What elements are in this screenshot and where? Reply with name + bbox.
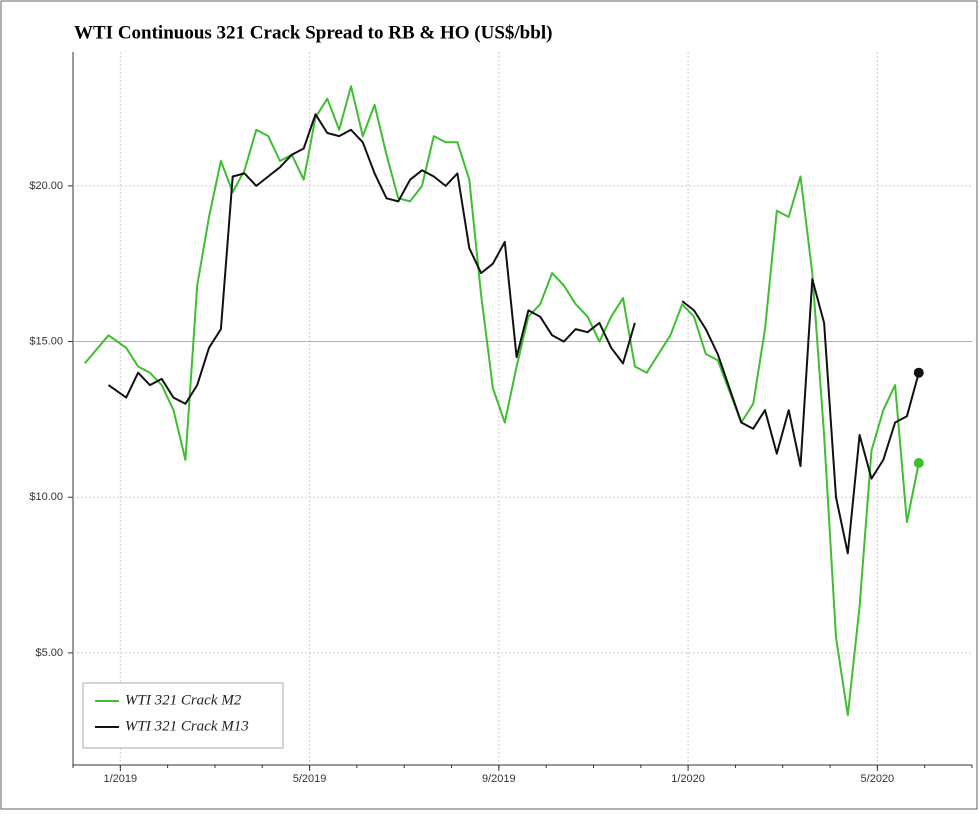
y-tick-label: $20.00 — [29, 180, 63, 192]
x-tick-label: 9/2019 — [482, 773, 516, 785]
line-series — [107, 113, 920, 555]
x-tick-label: 1/2019 — [103, 773, 137, 785]
x-tick-label: 1/2020 — [671, 773, 705, 785]
y-tick-label: $10.00 — [29, 491, 63, 503]
legend-label: WTI 321 Crack M13 — [125, 718, 249, 734]
x-tick-label: 5/2019 — [293, 773, 327, 785]
line-series — [84, 85, 920, 717]
end-marker — [913, 457, 924, 468]
legend-label: WTI 321 Crack M2 — [125, 692, 242, 708]
legend: WTI 321 Crack M2 WTI 321 Crack M13 — [82, 682, 284, 749]
y-tick-label: $5.00 — [35, 647, 63, 659]
legend-box — [82, 682, 284, 749]
x-tick-label: 5/2020 — [861, 773, 895, 785]
chart-title: WTI Continuous 321 Crack Spread to RB & … — [74, 22, 552, 43]
end-marker — [913, 367, 924, 378]
y-tick-label: $15.00 — [29, 335, 63, 347]
